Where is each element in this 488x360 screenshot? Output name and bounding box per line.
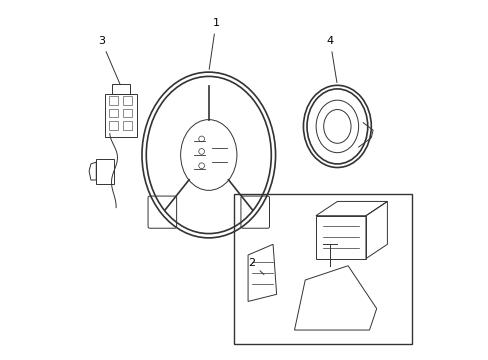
Text: 1: 1 xyxy=(209,18,219,69)
Bar xyxy=(108,121,118,130)
Bar xyxy=(105,94,137,137)
Bar xyxy=(123,109,132,117)
Bar xyxy=(108,109,118,117)
Text: 3: 3 xyxy=(98,36,120,85)
Bar xyxy=(123,121,132,130)
Bar xyxy=(123,96,132,105)
Bar xyxy=(108,96,118,105)
Text: 2: 2 xyxy=(247,258,264,275)
Bar xyxy=(112,84,130,94)
Bar xyxy=(96,158,114,184)
Bar xyxy=(233,194,411,344)
Text: 4: 4 xyxy=(326,36,336,82)
